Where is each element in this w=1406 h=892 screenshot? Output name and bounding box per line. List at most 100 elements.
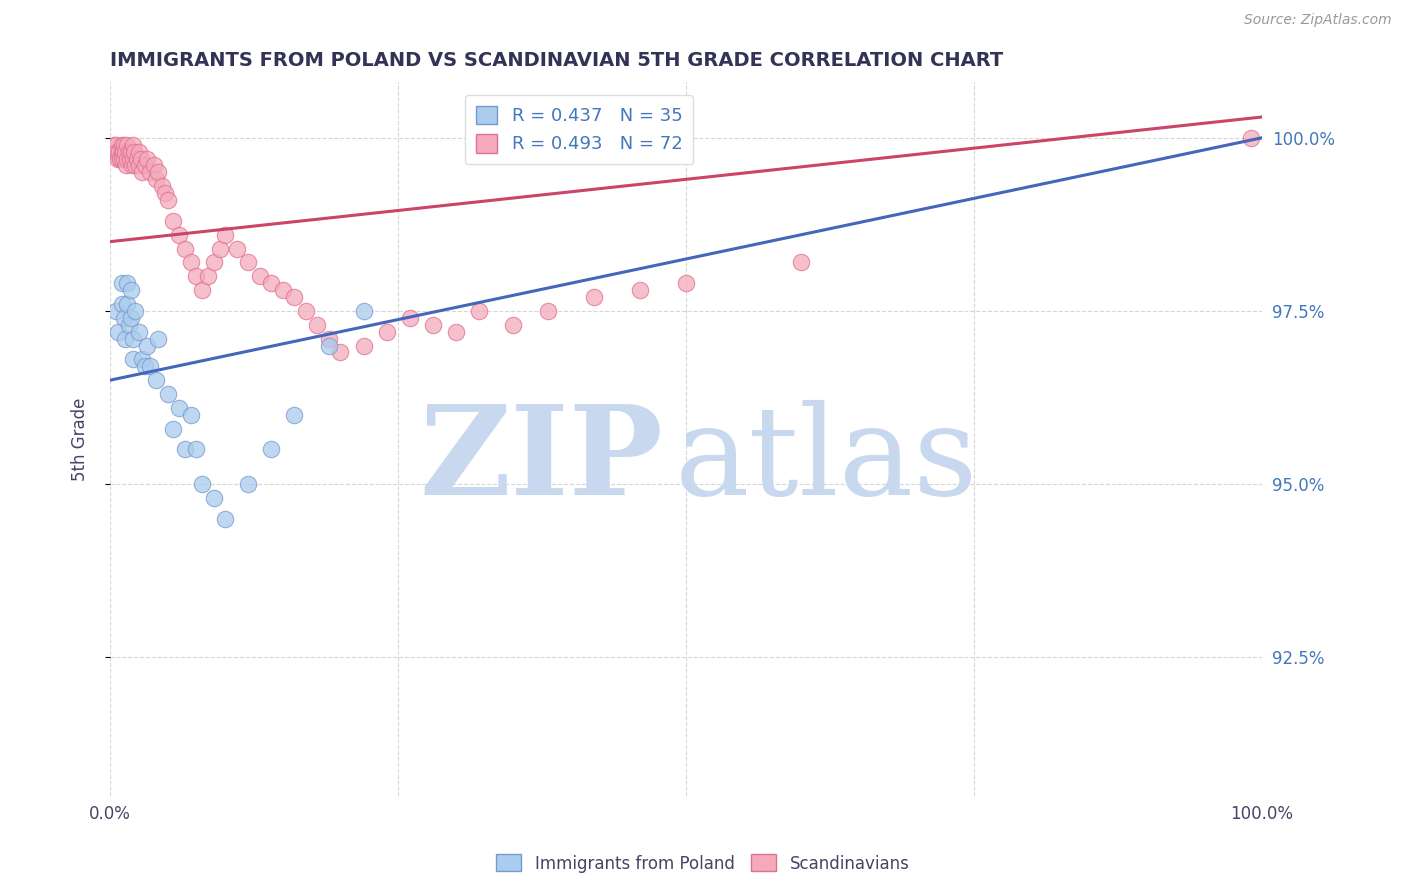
Point (122, 352, 145, 367)
Point (112, 137, 135, 152)
Point (125, 152, 148, 166)
Point (148, 165, 170, 179)
Point (104, 145, 127, 159)
Point (110, 152, 132, 166)
Point (129, 152, 152, 166)
Point (318, 332, 340, 346)
Point (112, 310, 135, 325)
Point (156, 193, 179, 207)
Point (353, 304, 375, 318)
Point (110, 276, 132, 290)
Point (117, 145, 139, 159)
Point (191, 283, 214, 297)
Point (148, 332, 170, 346)
Point (502, 318, 524, 332)
Point (208, 242, 231, 256)
Point (117, 276, 139, 290)
Point (260, 442, 283, 457)
Point (790, 255, 813, 269)
Point (162, 422, 184, 436)
Point (467, 304, 489, 318)
Point (186, 442, 208, 457)
Point (104, 304, 127, 318)
Point (202, 491, 225, 505)
Point (197, 269, 219, 284)
Point (329, 345, 352, 359)
Point (174, 242, 197, 256)
Point (128, 158, 150, 172)
Point (318, 338, 340, 352)
Point (122, 152, 145, 166)
Point (107, 325, 129, 339)
Point (104, 137, 127, 152)
Point (117, 318, 139, 332)
Point (110, 137, 132, 152)
Point (537, 304, 560, 318)
Point (186, 269, 208, 284)
Point (131, 352, 153, 367)
Point (131, 165, 153, 179)
Point (628, 283, 651, 297)
Point (114, 145, 136, 159)
Point (180, 255, 202, 269)
Point (124, 304, 146, 318)
Point (214, 227, 236, 242)
Point (150, 179, 173, 194)
Point (110, 152, 132, 166)
Point (117, 297, 139, 311)
Point (124, 158, 146, 172)
Point (112, 152, 135, 166)
Text: IMMIGRANTS FROM POLAND VS SCANDINAVIAN 5TH GRADE CORRELATION CHART: IMMIGRANTS FROM POLAND VS SCANDINAVIAN 5… (110, 51, 1004, 70)
Point (582, 290, 605, 304)
Point (238, 477, 260, 491)
Point (162, 214, 184, 228)
Point (167, 227, 190, 242)
Point (134, 359, 156, 374)
Point (191, 477, 214, 491)
Point (422, 318, 444, 332)
Point (283, 290, 305, 304)
Point (120, 283, 142, 297)
Point (675, 276, 697, 290)
Point (398, 310, 420, 325)
Point (283, 408, 305, 422)
Point (105, 145, 128, 159)
Point (111, 145, 134, 159)
Point (114, 332, 136, 346)
Legend: Immigrants from Poland, Scandinavians: Immigrants from Poland, Scandinavians (489, 847, 917, 880)
Point (145, 172, 167, 186)
Point (136, 338, 159, 352)
Point (136, 152, 159, 166)
Point (375, 325, 398, 339)
Point (117, 137, 139, 152)
Point (120, 310, 142, 325)
Point (156, 387, 179, 401)
Point (103, 137, 125, 152)
Point (117, 152, 139, 166)
Point (115, 158, 138, 172)
Point (110, 145, 132, 159)
Point (307, 318, 329, 332)
Point (225, 242, 247, 256)
Text: ZIP: ZIP (419, 400, 664, 521)
Point (295, 304, 318, 318)
Point (139, 165, 162, 179)
Point (145, 373, 167, 387)
Point (238, 255, 260, 269)
Point (122, 332, 145, 346)
Point (202, 255, 225, 269)
Point (1239, 130, 1261, 145)
Point (122, 145, 145, 159)
Point (353, 338, 375, 352)
Point (139, 359, 162, 374)
Point (142, 158, 165, 172)
Point (444, 325, 467, 339)
Point (118, 152, 141, 166)
Point (260, 276, 283, 290)
Legend: R = 0.437   N = 35, R = 0.493   N = 72: R = 0.437 N = 35, R = 0.493 N = 72 (465, 95, 693, 164)
Y-axis label: 5th Grade: 5th Grade (72, 397, 89, 481)
Point (110, 297, 132, 311)
Point (174, 442, 197, 457)
Point (271, 283, 294, 297)
Text: atlas: atlas (675, 400, 979, 521)
